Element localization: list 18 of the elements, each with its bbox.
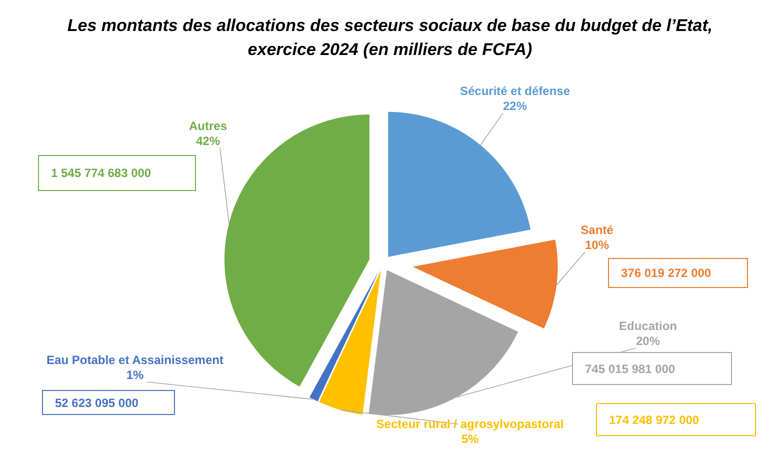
chart-title: Les montants des allocations des secteurs sociaux de base du budget de l’Etat, exercice 2024 (en milliers de FCFA): [66, 15, 714, 61]
data-label: 22%: [502, 99, 528, 113]
data-label: 20%: [636, 334, 660, 348]
text: 745 015 981 000: [572, 352, 732, 385]
slice-label: Autres: [188, 119, 228, 133]
data-label: 42%: [196, 134, 220, 148]
text: 174 248 972 000: [596, 403, 756, 436]
slice-label: Education: [618, 319, 678, 333]
slice-label: Sécurité et défense: [460, 84, 570, 98]
text: 1 545 774 683 000: [38, 155, 196, 191]
text: 376 019 272 000: [608, 258, 748, 288]
data-label: 5%: [461, 432, 479, 446]
text: 52 623 095 000: [42, 390, 175, 415]
data-label: 1%: [126, 368, 144, 382]
slice-label: Secteur rural / agrosylvopastoral: [376, 417, 564, 431]
data-label: 10%: [584, 238, 610, 252]
slice-label: Eau Potable et Assainissement: [46, 353, 224, 367]
slice-label: Santé: [580, 223, 614, 237]
